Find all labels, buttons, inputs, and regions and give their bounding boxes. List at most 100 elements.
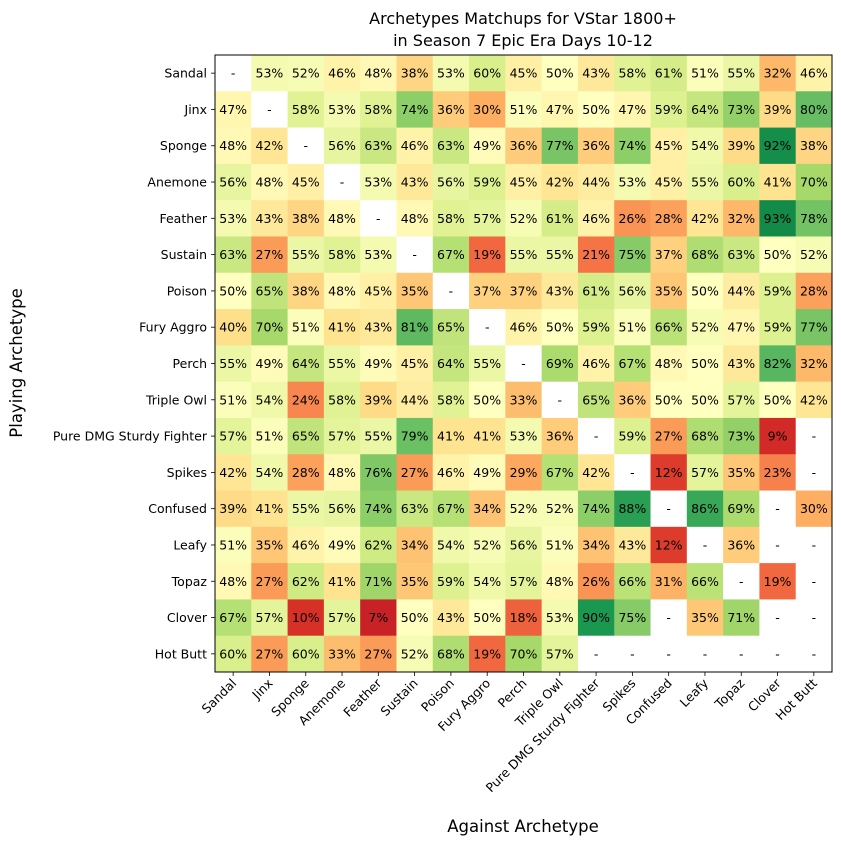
cell-value-label: 43% (727, 356, 755, 371)
cell-value-label: 71% (364, 574, 392, 589)
heatmap-cell (723, 345, 760, 383)
heatmap-cell (469, 236, 506, 274)
cell-value-label: 49% (473, 465, 501, 480)
heatmap-cell (469, 599, 506, 637)
cell-value-label: 77% (546, 138, 574, 153)
cell-value-label: 29% (510, 465, 538, 480)
heatmap-cell (541, 309, 579, 346)
heatmap-cell (323, 55, 361, 92)
heatmap-cell (323, 563, 361, 600)
heatmap-cell (614, 163, 651, 201)
heatmap-cell (541, 454, 579, 491)
cell-value-label: 61% (655, 66, 683, 81)
cell-value-label: 60% (473, 66, 501, 81)
cell-value-label: 55% (546, 247, 574, 262)
cell-value-label: 57% (510, 574, 538, 589)
heatmap-cell (432, 236, 470, 274)
heatmap-cell (505, 236, 543, 274)
heatmap-cell (396, 526, 434, 564)
y-tick-label: Sustain (161, 247, 207, 262)
cell-value-label: 44% (582, 175, 610, 190)
heatmap-cell (396, 417, 434, 455)
cell-value-label: 42% (582, 465, 610, 480)
heatmap-cell (723, 236, 760, 274)
cell-value-label: 66% (655, 320, 683, 335)
cell-value-label: - (812, 429, 817, 444)
heatmap-cell (650, 635, 688, 673)
heatmap-cell (251, 91, 288, 128)
cell-value-label: - (449, 283, 454, 298)
cell-value-label: 39% (764, 102, 792, 117)
cell-value-label: 45% (510, 175, 538, 190)
heatmap-cell (469, 381, 506, 419)
cell-value-label: 27% (256, 574, 284, 589)
heatmap-cell (577, 163, 615, 201)
cell-value-label: 52% (292, 66, 320, 81)
cell-value-label: 77% (800, 320, 828, 335)
cell-value-label: 56% (328, 138, 356, 153)
cell-value-label: - (739, 646, 744, 661)
cell-value-label: 79% (401, 429, 429, 444)
heatmap-cell (650, 163, 688, 201)
heatmap-cell (251, 599, 288, 637)
heatmap-cell (432, 309, 470, 346)
cell-value-label: - (231, 66, 236, 81)
heatmap-cell (323, 272, 361, 310)
cell-value-label: 36% (546, 429, 574, 444)
heatmap-cell (795, 563, 833, 600)
x-tick-label: Topaz (711, 675, 748, 712)
cell-value-label: 60% (219, 646, 247, 661)
heatmap-cell (432, 91, 470, 128)
heatmap-cell (650, 526, 688, 564)
heatmap-cell (287, 272, 325, 310)
cell-value-label: 48% (328, 211, 356, 226)
cell-value-label: 36% (437, 102, 465, 117)
heatmap-cell (432, 526, 470, 564)
cell-value-label: 73% (727, 102, 755, 117)
heatmap-cell (577, 526, 615, 564)
cell-value-label: 64% (437, 356, 465, 371)
heatmap-cell (577, 127, 615, 165)
heatmap-cell (686, 345, 724, 383)
cell-value-label: 51% (256, 429, 284, 444)
heatmap-cell (323, 127, 361, 165)
heatmap-cell (432, 490, 470, 528)
heatmap-cell (686, 91, 724, 128)
cell-value-label: 53% (437, 66, 465, 81)
cell-value-label: 7% (368, 610, 388, 625)
cell-value-label: 37% (473, 283, 501, 298)
heatmap-cell (360, 599, 397, 637)
cell-value-label: 33% (510, 392, 538, 407)
cell-value-label: 59% (582, 320, 610, 335)
heatmap-cell (723, 417, 760, 455)
cell-value-label: 45% (510, 66, 538, 81)
cell-value-label: 92% (764, 138, 792, 153)
cell-value-label: - (812, 610, 817, 625)
cell-value-label: 43% (437, 610, 465, 625)
heatmap-cell (795, 55, 833, 92)
cell-value-label: 41% (328, 574, 356, 589)
heatmap-cell (723, 635, 760, 673)
cell-value-label: 51% (546, 537, 574, 552)
heatmap-cell (795, 163, 833, 201)
cell-value-label: 32% (800, 356, 828, 371)
heatmap-cell (323, 345, 361, 383)
heatmap-cell (251, 236, 288, 274)
heatmap-cell (432, 272, 470, 310)
cell-value-label: - (703, 537, 708, 552)
heatmap-cell (577, 599, 615, 637)
heatmap-cell (686, 417, 724, 455)
heatmap-cell (360, 127, 397, 165)
cell-value-label: 46% (328, 66, 356, 81)
cell-value-label: 19% (473, 646, 501, 661)
heatmap-cell (505, 599, 543, 637)
cell-value-label: 45% (401, 356, 429, 371)
heatmap-cell (469, 490, 506, 528)
cell-value-label: 35% (655, 283, 683, 298)
x-axis-label: Against Archetype (447, 817, 598, 836)
heatmap-cell (251, 309, 288, 346)
heatmap-cell (215, 91, 252, 128)
heatmap-cell (287, 91, 325, 128)
heatmap-cell (759, 127, 797, 165)
heatmap-cell (759, 490, 797, 528)
